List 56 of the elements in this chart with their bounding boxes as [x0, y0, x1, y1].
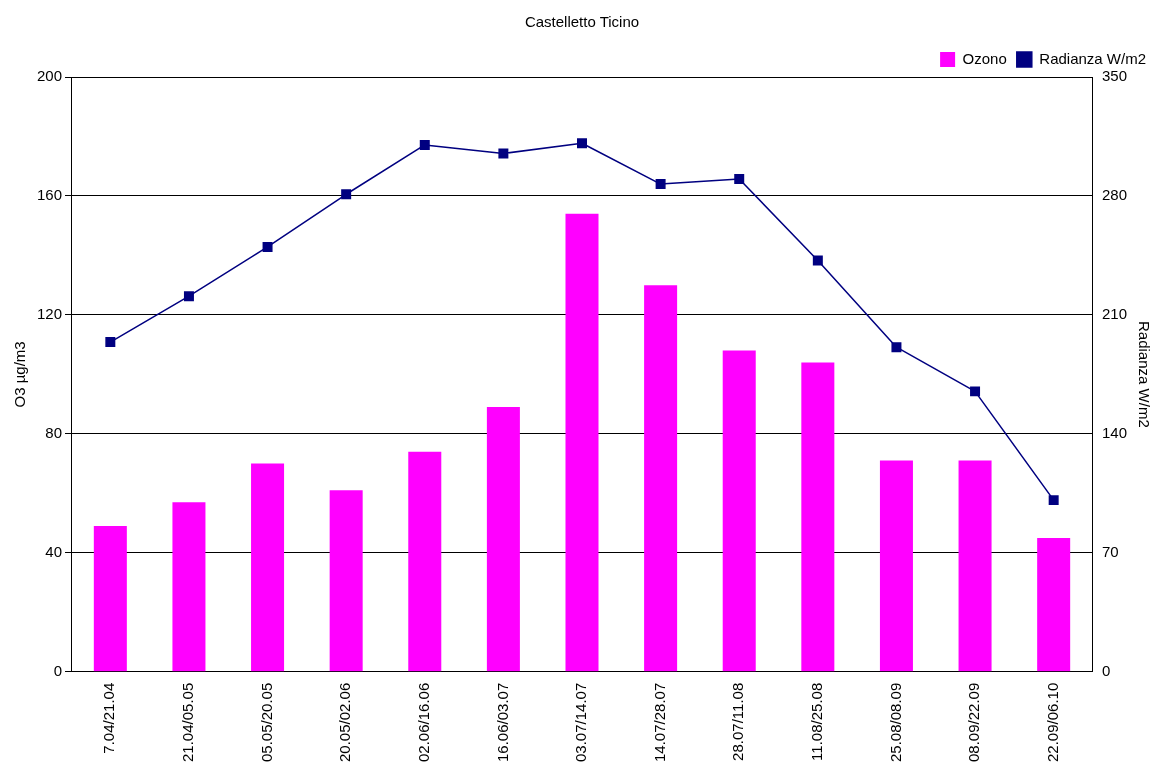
point [577, 138, 587, 149]
point [262, 241, 273, 252]
y2-axis-title: Radianza W/m2 [1135, 321, 1153, 428]
x-tick-label: 28.07/11.08 [729, 682, 747, 761]
point [655, 179, 666, 190]
x-tick-label: 08.09/22.09 [965, 682, 983, 763]
x-tick-label: 03.07/14.07 [572, 682, 590, 763]
bar [565, 213, 599, 672]
point [970, 386, 981, 397]
point [891, 342, 902, 353]
y-tick-label: 40 [45, 542, 63, 560]
y2-tick-label: 350 [1101, 67, 1127, 85]
x-tick-label: 20.05/02.06 [336, 682, 354, 763]
x-tick-label: 11.08/25.08 [807, 682, 825, 761]
y2-tick-label: 210 [1101, 305, 1127, 323]
legend-label: Radianza W/m2 [1039, 49, 1147, 67]
y-tick-label: 0 [53, 661, 63, 679]
point [105, 337, 116, 348]
x-tick-label: 7.04/21.04 [100, 682, 118, 754]
point [812, 255, 823, 266]
bar [486, 407, 520, 672]
y-tick-label: 80 [45, 424, 63, 441]
bar [879, 460, 913, 672]
point [498, 148, 509, 159]
bar [958, 460, 992, 672]
x-tick-label: 21.04/05.05 [179, 682, 197, 763]
bar [251, 463, 285, 672]
y2-tick-label: 70 [1101, 542, 1119, 560]
x-tick-label: 02.06/16.06 [414, 682, 432, 763]
legend-label: Ozono [962, 49, 1007, 67]
bar [172, 502, 206, 672]
bar [801, 362, 835, 672]
x-tick-label: 25.08/08.09 [886, 682, 904, 763]
point [1048, 495, 1059, 506]
y2-tick-label: 0 [1101, 661, 1111, 679]
x-tick-label: 22.09/06.10 [1043, 682, 1061, 763]
x-tick-label: 05.05/20.05 [257, 682, 275, 763]
point [734, 173, 745, 184]
y2-tick-label: 140 [1101, 424, 1127, 441]
y-tick-label: 120 [37, 305, 63, 323]
bar [408, 451, 442, 672]
y-tick-label: 160 [37, 186, 63, 204]
bar [644, 285, 678, 672]
point [183, 291, 194, 302]
bar [1037, 537, 1071, 672]
y2-tick-label: 280 [1101, 186, 1127, 204]
point [419, 139, 430, 150]
bar [93, 526, 127, 672]
bar [722, 350, 756, 672]
x-tick-label: 16.06/03.07 [493, 682, 511, 763]
chart-title: Castelletto Ticino [524, 13, 640, 31]
x-tick-label: 14.07/28.07 [650, 682, 668, 763]
point [341, 189, 352, 200]
bar [329, 490, 363, 672]
y-axis-title: O3 µg/m3 [11, 341, 29, 408]
y-tick-label: 200 [37, 67, 63, 85]
